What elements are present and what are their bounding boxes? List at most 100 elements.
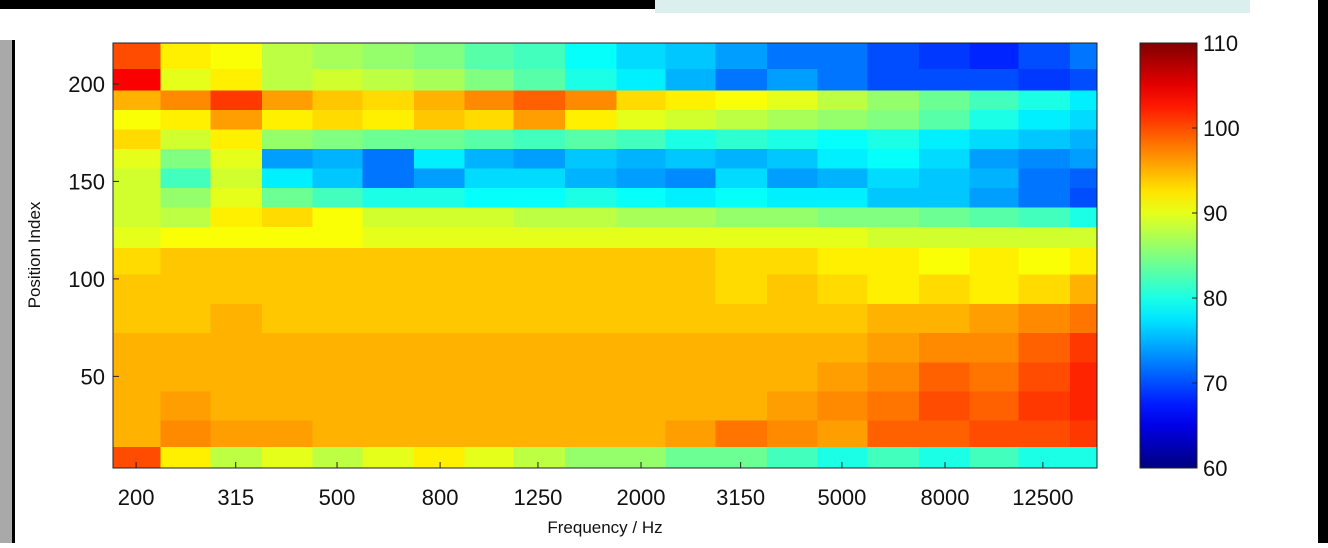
heatmap-cell: [413, 148, 466, 169]
heatmap-cell: [513, 274, 566, 304]
heatmap-cell: [616, 361, 666, 392]
heatmap-cell: [918, 148, 970, 169]
heatmap-cell: [413, 332, 466, 363]
heatmap-cell: [1018, 361, 1071, 392]
heatmap-cell: [817, 390, 868, 421]
heatmap-cell: [1018, 187, 1071, 208]
heatmap-cell: [969, 128, 1019, 149]
colorbar-tick-label: 90: [1203, 201, 1227, 226]
heatmap-cell: [867, 390, 920, 421]
heatmap-cell: [513, 43, 566, 69]
heatmap-cell: [513, 303, 566, 334]
heatmap-cell: [362, 43, 415, 69]
heatmap-cell: [362, 361, 415, 392]
heatmap-cell: [715, 89, 768, 110]
heatmap-cell: [1069, 247, 1098, 275]
heatmap-cell: [565, 89, 618, 110]
heatmap-cell: [817, 167, 868, 188]
heatmap-cell: [513, 109, 566, 130]
heatmap-cell: [969, 206, 1019, 227]
heatmap-cell: [817, 206, 868, 227]
x-axis-label: Frequency / Hz: [547, 518, 662, 537]
heatmap-cell: [918, 303, 970, 334]
heatmap-cell: [312, 390, 363, 421]
heatmap-cell: [969, 167, 1019, 188]
heatmap-cell: [766, 332, 818, 363]
heatmap-cell: [362, 332, 415, 363]
heatmap-cell: [464, 167, 514, 188]
heatmap-cell: [464, 332, 514, 363]
heatmap-cell: [867, 332, 920, 363]
heatmap-cell: [969, 332, 1019, 363]
heatmap-cell: [918, 109, 970, 130]
heatmap-cell: [969, 361, 1019, 392]
heatmap-cell: [616, 420, 666, 448]
heatmap-cell: [1069, 187, 1098, 208]
heatmap-cell: [513, 420, 566, 448]
heatmap-cell: [715, 187, 768, 208]
heatmap-cell: [918, 420, 970, 448]
top-strip: [655, 0, 1250, 13]
heatmap-cell: [513, 361, 566, 392]
x-tick-label: 500: [319, 485, 356, 510]
heatmap-cell: [616, 148, 666, 169]
heatmap-cell: [867, 226, 920, 249]
heatmap-cell: [362, 109, 415, 130]
heatmap-cell: [210, 303, 263, 334]
heatmap-cell: [1018, 109, 1071, 130]
heatmap-cell: [210, 167, 263, 188]
heatmap-cell: [969, 390, 1019, 421]
heatmap-cell: [362, 303, 415, 334]
heatmap-cell: [1018, 167, 1071, 188]
heatmap-cell: [261, 89, 314, 110]
heatmap-cell: [616, 89, 666, 110]
heatmap-cell: [817, 332, 868, 363]
heatmap-cell: [513, 187, 566, 208]
heatmap-cell: [312, 420, 363, 448]
heatmap-cell: [113, 187, 162, 208]
heatmap-cell: [665, 68, 716, 91]
heatmap-cell: [715, 361, 768, 392]
heatmap-cell: [918, 89, 970, 110]
heatmap-cell: [464, 247, 514, 275]
heatmap-cell: [715, 226, 768, 249]
colorbar-tick-label: 60: [1203, 456, 1227, 481]
heatmap-cell: [464, 303, 514, 334]
colorbar: [1139, 42, 1198, 469]
frame-left-line: [12, 40, 15, 543]
heatmap-cell: [513, 332, 566, 363]
heatmap-cell: [312, 226, 363, 249]
heatmap-cell: [362, 89, 415, 110]
heatmap-cell: [160, 128, 211, 149]
heatmap-cell: [565, 303, 618, 334]
heatmap-cell: [1069, 68, 1098, 91]
heatmap-cell: [766, 206, 818, 227]
heatmap-cell: [413, 187, 466, 208]
heatmap-cell: [261, 247, 314, 275]
heatmap-cell: [160, 43, 211, 69]
heatmap-cell: [565, 109, 618, 130]
heatmap-cell: [210, 109, 263, 130]
heatmap-cell: [312, 247, 363, 275]
heatmap-cell: [160, 390, 211, 421]
heatmap-cell: [160, 187, 211, 208]
heatmap-cell: [715, 167, 768, 188]
heatmap-cell: [616, 206, 666, 227]
heatmap-cell: [261, 148, 314, 169]
y-tick-label: 50: [81, 364, 105, 389]
heatmap-cell: [665, 128, 716, 149]
heatmap-cell: [1018, 274, 1071, 304]
heatmap-cell: [261, 420, 314, 448]
heatmap-cell: [1018, 247, 1071, 275]
heatmap-cell: [413, 274, 466, 304]
heatmap-cell: [362, 187, 415, 208]
heatmap-cell: [312, 361, 363, 392]
heatmap-cell: [565, 446, 618, 469]
heatmap-cell: [362, 226, 415, 249]
heatmap-cell: [513, 89, 566, 110]
heatmap-cell: [766, 247, 818, 275]
heatmap-cell: [464, 89, 514, 110]
heatmap-cell: [766, 303, 818, 334]
heatmap-cell: [312, 128, 363, 149]
